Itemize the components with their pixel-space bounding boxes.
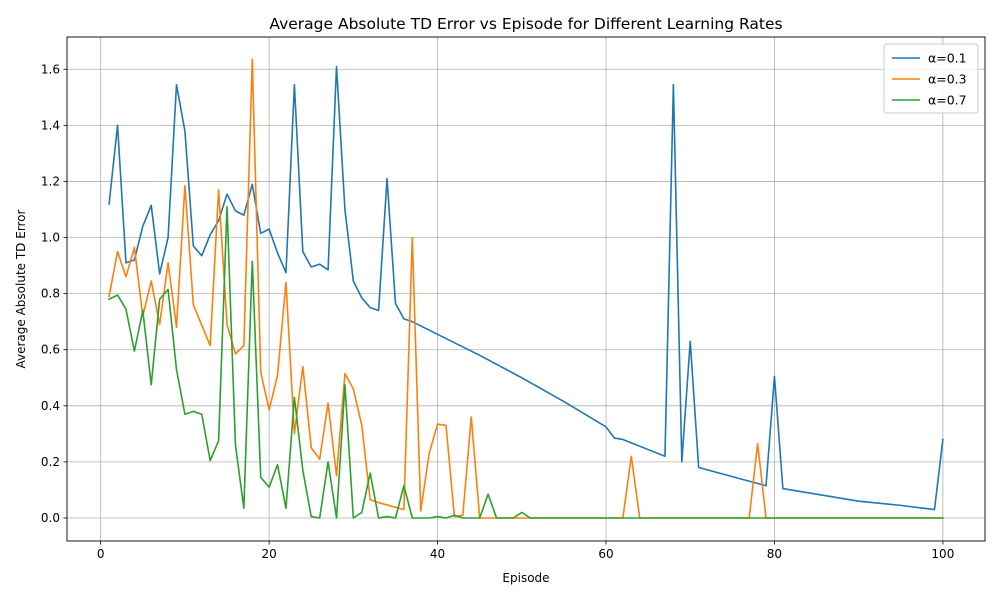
- x-tick-label: 60: [598, 547, 613, 561]
- y-tick-label: 1.0: [41, 231, 60, 245]
- axis-ticks: 0 20 40 60 80 100 0.0 0.2 0.4 0.6 0.8 1.0 1.2 1.4 1.6: [41, 62, 954, 561]
- series-line: [108, 205, 944, 519]
- series-line: [108, 65, 944, 511]
- x-tick-label: 0: [97, 547, 105, 561]
- legend: α=0.1 α=0.3 α=0.7: [883, 43, 979, 114]
- y-tick-label: 0.2: [41, 455, 60, 469]
- x-tick-label: 100: [931, 547, 954, 561]
- series-lines: [108, 58, 944, 519]
- chart-title: Average Absolute TD Error vs Episode for…: [269, 15, 782, 33]
- x-tick-label: 80: [767, 547, 782, 561]
- y-tick-label: 1.4: [41, 118, 60, 132]
- grid-lines: [67, 37, 985, 541]
- y-tick-label: 0.8: [41, 287, 60, 301]
- y-tick-label: 1.6: [41, 62, 60, 76]
- x-tick-label: 40: [430, 547, 445, 561]
- x-tick-label: 20: [261, 547, 276, 561]
- plot-frame: [66, 36, 986, 542]
- y-tick-label: 0.6: [41, 343, 60, 357]
- y-tick-label: 0.0: [41, 511, 60, 525]
- x-axis-label: Episode: [502, 571, 549, 585]
- legend-label: α=0.3: [928, 72, 967, 87]
- y-tick-label: 0.4: [41, 399, 60, 413]
- series-line: [108, 58, 944, 519]
- y-tick-label: 1.2: [41, 174, 60, 188]
- legend-label: α=0.1: [928, 51, 967, 66]
- legend-label: α=0.7: [928, 93, 967, 108]
- legend-box: [883, 43, 979, 114]
- y-axis-label: Average Absolute TD Error: [14, 209, 28, 368]
